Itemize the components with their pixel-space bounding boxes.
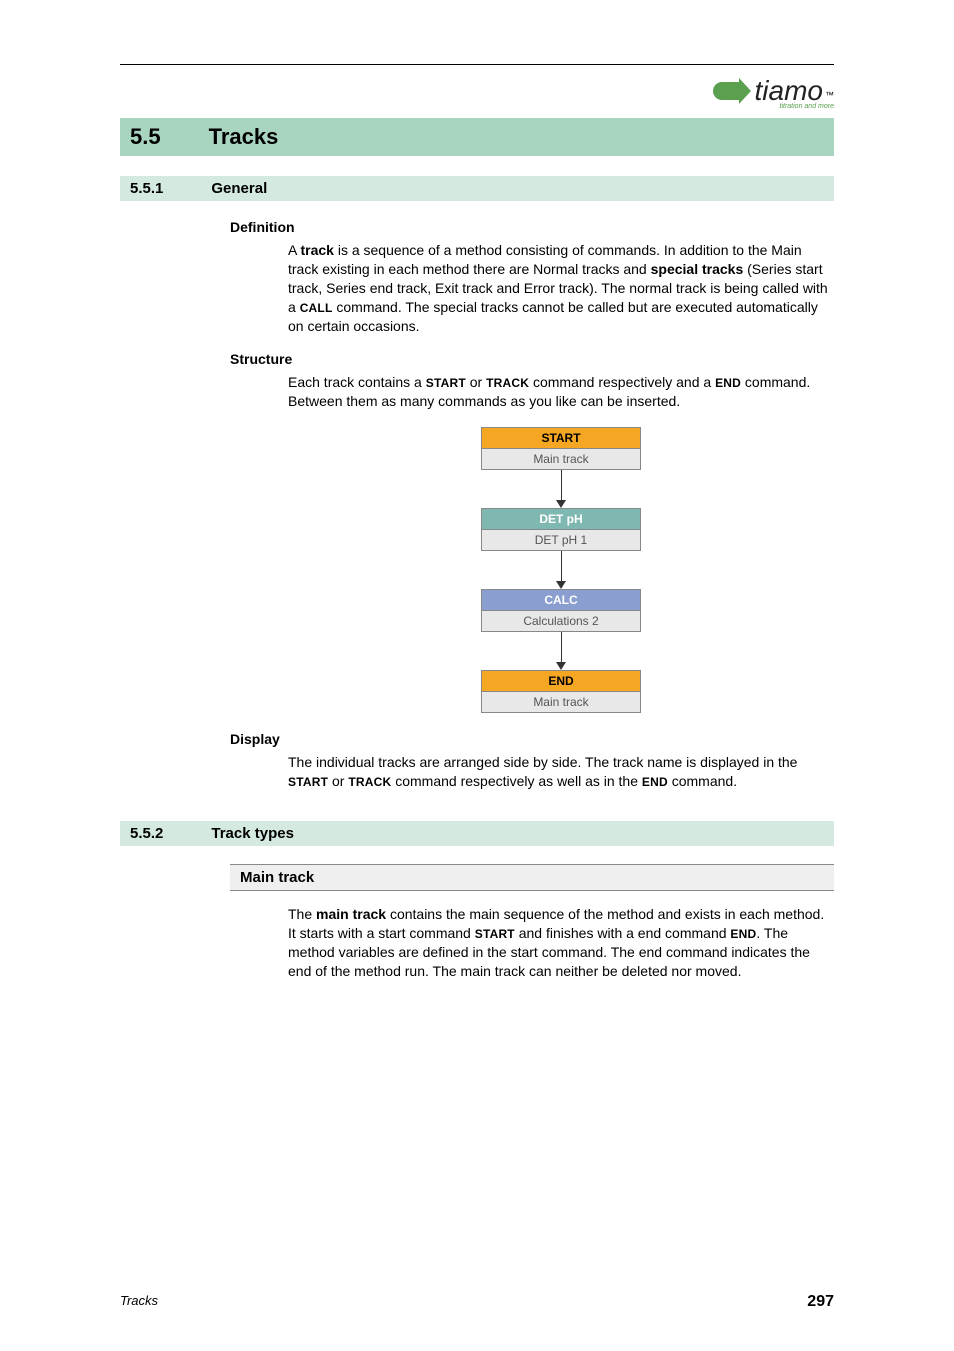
heading-1: 5.5 Tracks bbox=[120, 118, 834, 156]
heading-maintrack: Main track bbox=[230, 864, 834, 891]
flowchart-node-end: END Main track bbox=[481, 670, 641, 713]
definition-paragraph: A track is a sequence of a method consis… bbox=[288, 241, 834, 335]
track-flowchart: START Main track DET pH DET pH 1 CALC Ca… bbox=[288, 427, 834, 713]
heading-structure: Structure bbox=[230, 351, 834, 367]
logo: tiamo™ titration and more bbox=[120, 75, 834, 110]
structure-paragraph: Each track contains a START or TRACK com… bbox=[288, 373, 834, 411]
h2b-number: 5.5.2 bbox=[130, 825, 163, 842]
h2b-title: Track types bbox=[211, 825, 294, 842]
arrow-down-icon bbox=[560, 470, 562, 508]
flowchart-node-start: START Main track bbox=[481, 427, 641, 470]
h2a-number: 5.5.1 bbox=[130, 180, 163, 197]
arrow-down-icon bbox=[560, 632, 562, 670]
display-paragraph: The individual tracks are arranged side … bbox=[288, 753, 834, 791]
h1-number: 5.5 bbox=[130, 124, 161, 150]
h1-title: Tracks bbox=[209, 124, 279, 150]
footer-section: Tracks bbox=[120, 1293, 158, 1311]
logo-tm: ™ bbox=[825, 90, 834, 100]
page-footer: Tracks 297 bbox=[120, 1293, 834, 1311]
logo-text: tiamo bbox=[755, 75, 823, 107]
h2a-title: General bbox=[211, 180, 267, 197]
flowchart-node-calc: CALC Calculations 2 bbox=[481, 589, 641, 632]
heading-2-tracktypes: 5.5.2 Track types bbox=[120, 821, 834, 846]
arrow-down-icon bbox=[560, 551, 562, 589]
flowchart-node-detph: DET pH DET pH 1 bbox=[481, 508, 641, 551]
heading-display: Display bbox=[230, 731, 834, 747]
heading-definition: Definition bbox=[230, 219, 834, 235]
maintrack-paragraph: The main track contains the main sequenc… bbox=[288, 905, 834, 981]
footer-page-number: 297 bbox=[807, 1293, 834, 1311]
logo-arrow-icon bbox=[713, 82, 741, 100]
heading-2-general: 5.5.1 General bbox=[120, 176, 834, 201]
